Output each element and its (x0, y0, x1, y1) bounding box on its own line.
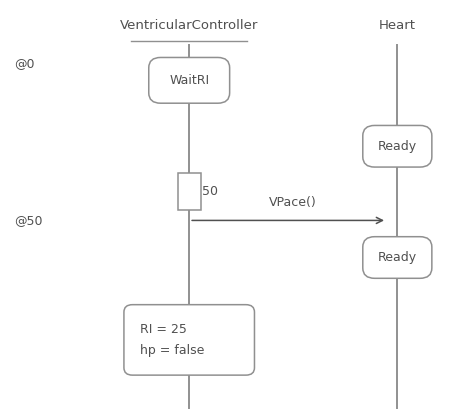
Text: Ready: Ready (378, 251, 417, 264)
Text: Ready: Ready (378, 140, 417, 153)
FancyBboxPatch shape (363, 236, 432, 279)
Text: VentricularController: VentricularController (120, 19, 258, 32)
Text: Heart: Heart (379, 19, 416, 32)
Text: hp = false: hp = false (140, 344, 204, 357)
Text: WaitRI: WaitRI (169, 74, 209, 87)
FancyBboxPatch shape (124, 305, 254, 375)
Text: VPace(): VPace() (270, 196, 317, 209)
FancyBboxPatch shape (149, 58, 229, 103)
Text: @0: @0 (14, 57, 35, 70)
FancyBboxPatch shape (363, 126, 432, 167)
Text: RI = 25: RI = 25 (140, 323, 186, 336)
Bar (178, 173, 201, 210)
Text: @50: @50 (14, 214, 43, 227)
Text: 50: 50 (202, 185, 219, 198)
